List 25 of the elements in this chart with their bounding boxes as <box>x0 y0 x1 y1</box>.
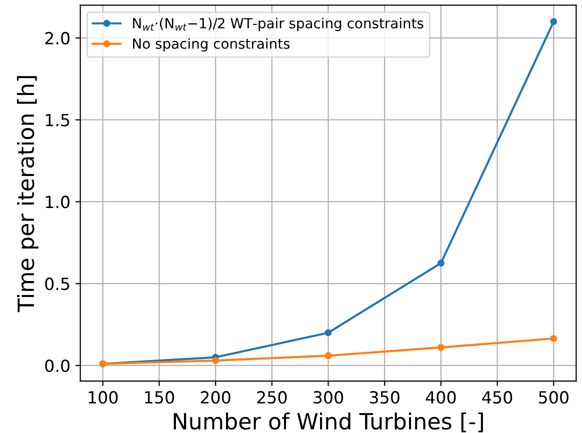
x-tick-label: 350 <box>370 391 400 404</box>
x-tick-label: 450 <box>482 391 512 404</box>
point <box>324 352 332 360</box>
x-tick-label: 300 <box>314 391 344 404</box>
point <box>550 18 558 26</box>
point <box>550 334 558 342</box>
x-axis-title: Number of Wind Turbines [-] <box>174 412 483 432</box>
legend-label: N$_{wt}$·(N$_{wt}$−1)/2 WT-pair spacing constraints <box>133 18 424 32</box>
y-tick-label: 0.5 <box>45 278 70 290</box>
y-tick-label: 1.5 <box>46 114 70 126</box>
y-axis-title: Time per iteration [h] <box>17 76 39 312</box>
y-tick-label: 2.0 <box>45 32 70 45</box>
y-tick-label: 0.0 <box>45 359 70 372</box>
point <box>437 260 444 267</box>
y-tick-label: 1.0 <box>46 196 70 208</box>
x-tick-label: 500 <box>539 391 568 404</box>
x-tick-label: 200 <box>200 391 230 404</box>
point <box>437 344 444 351</box>
x-tick-label: 150 <box>145 391 174 404</box>
legend-label: No spacing constraints <box>133 38 290 52</box>
x-tick-label: 100 <box>88 391 118 404</box>
x-tick-label: 400 <box>426 391 456 404</box>
x-tick-label: 250 <box>257 391 287 404</box>
point <box>324 329 332 336</box>
point <box>212 357 220 364</box>
